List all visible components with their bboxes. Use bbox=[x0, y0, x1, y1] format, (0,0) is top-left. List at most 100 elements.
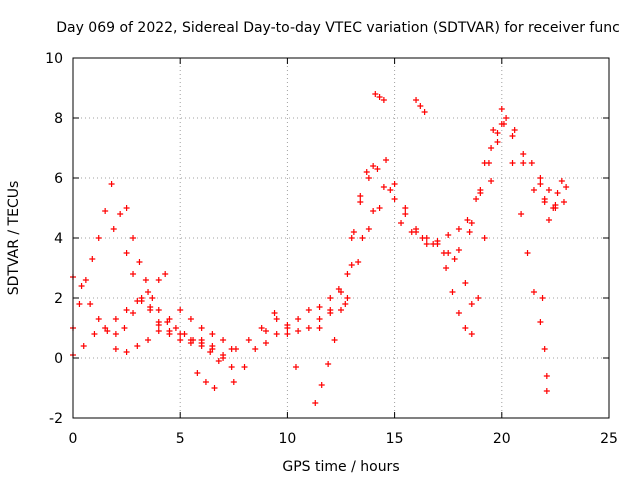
data-point bbox=[198, 343, 205, 349]
data-point bbox=[554, 190, 561, 196]
data-point bbox=[387, 187, 394, 193]
data-point bbox=[338, 307, 344, 313]
data-point bbox=[545, 187, 552, 193]
data-point bbox=[295, 316, 302, 322]
data-point bbox=[177, 337, 184, 343]
data-point bbox=[419, 235, 426, 241]
data-point bbox=[462, 280, 469, 286]
data-point bbox=[117, 211, 124, 217]
data-point bbox=[475, 295, 482, 301]
x-axis-label: GPS time / hours bbox=[282, 459, 399, 475]
data-point bbox=[102, 325, 109, 331]
data-point bbox=[473, 196, 480, 202]
data-point bbox=[462, 325, 469, 331]
x-tick-label: 15 bbox=[386, 431, 404, 447]
data-point bbox=[312, 400, 319, 406]
data-point bbox=[498, 106, 505, 112]
data-point bbox=[142, 277, 149, 283]
data-point bbox=[563, 184, 570, 190]
data-point bbox=[402, 205, 409, 211]
series-arc18 bbox=[468, 115, 559, 226]
data-point bbox=[112, 316, 119, 322]
y-tick-label: 4 bbox=[54, 231, 63, 247]
series-arc12 bbox=[316, 121, 567, 331]
data-point bbox=[443, 265, 450, 271]
data-point bbox=[76, 301, 83, 307]
series-arc10 bbox=[262, 286, 349, 346]
data-point bbox=[539, 295, 546, 301]
data-point bbox=[430, 241, 437, 247]
data-point bbox=[245, 337, 252, 343]
data-point bbox=[271, 310, 278, 316]
grid-lines bbox=[73, 58, 609, 418]
data-point bbox=[449, 289, 456, 295]
data-point bbox=[413, 229, 420, 235]
data-point bbox=[494, 139, 501, 145]
data-point bbox=[365, 226, 372, 232]
data-point bbox=[466, 229, 473, 235]
y-axis-label: SDTVAR / TECUs bbox=[6, 181, 22, 296]
data-point bbox=[232, 346, 239, 352]
data-point bbox=[318, 382, 325, 388]
data-point bbox=[488, 178, 495, 184]
series-arc3 bbox=[70, 271, 169, 358]
data-point bbox=[451, 256, 458, 262]
data-point bbox=[327, 295, 334, 301]
data-point bbox=[344, 295, 351, 301]
data-point bbox=[391, 181, 398, 187]
data-point bbox=[468, 301, 475, 307]
data-point bbox=[391, 196, 398, 202]
x-tick-label: 20 bbox=[493, 431, 511, 447]
data-point bbox=[155, 328, 162, 334]
data-point bbox=[89, 256, 96, 262]
data-point bbox=[560, 199, 567, 205]
series-arc14 bbox=[348, 106, 505, 247]
series-arc15 bbox=[372, 91, 387, 103]
data-point bbox=[87, 301, 94, 307]
data-point bbox=[187, 316, 194, 322]
series-arc1 bbox=[70, 274, 235, 370]
data-point bbox=[110, 226, 117, 232]
data-point bbox=[207, 349, 214, 355]
data-point bbox=[130, 271, 137, 277]
data-point bbox=[543, 373, 550, 379]
x-tick-label: 5 bbox=[176, 431, 185, 447]
data-point bbox=[530, 187, 537, 193]
data-point bbox=[398, 220, 405, 226]
data-point bbox=[481, 235, 488, 241]
data-point bbox=[365, 175, 372, 181]
y-tick-label: 0 bbox=[54, 351, 63, 367]
data-point bbox=[370, 163, 377, 169]
data-point bbox=[262, 328, 269, 334]
data-point bbox=[155, 277, 162, 283]
data-points bbox=[70, 91, 570, 406]
data-point bbox=[172, 325, 179, 331]
data-point bbox=[372, 91, 379, 97]
series-arc6 bbox=[112, 307, 235, 355]
data-point bbox=[350, 229, 357, 235]
data-point bbox=[468, 331, 475, 337]
series-arc2 bbox=[70, 181, 115, 331]
data-point bbox=[202, 379, 209, 385]
data-point bbox=[123, 307, 130, 313]
data-point bbox=[376, 94, 383, 100]
data-point bbox=[524, 250, 531, 256]
data-point bbox=[209, 331, 216, 337]
data-point bbox=[211, 385, 218, 391]
data-point bbox=[528, 160, 535, 166]
data-point bbox=[220, 337, 227, 343]
data-point bbox=[348, 235, 355, 241]
data-point bbox=[357, 199, 364, 205]
data-point bbox=[417, 103, 424, 109]
chart-title: Day 069 of 2022, Sidereal Day-to-day VTE… bbox=[56, 20, 620, 36]
data-point bbox=[228, 364, 235, 370]
data-point bbox=[123, 250, 130, 256]
data-point bbox=[468, 220, 475, 226]
data-point bbox=[316, 304, 323, 310]
series-arc8 bbox=[230, 307, 334, 385]
data-point bbox=[357, 193, 364, 199]
data-point bbox=[305, 307, 312, 313]
data-point bbox=[316, 316, 323, 322]
data-point bbox=[230, 379, 237, 385]
data-point bbox=[145, 337, 152, 343]
